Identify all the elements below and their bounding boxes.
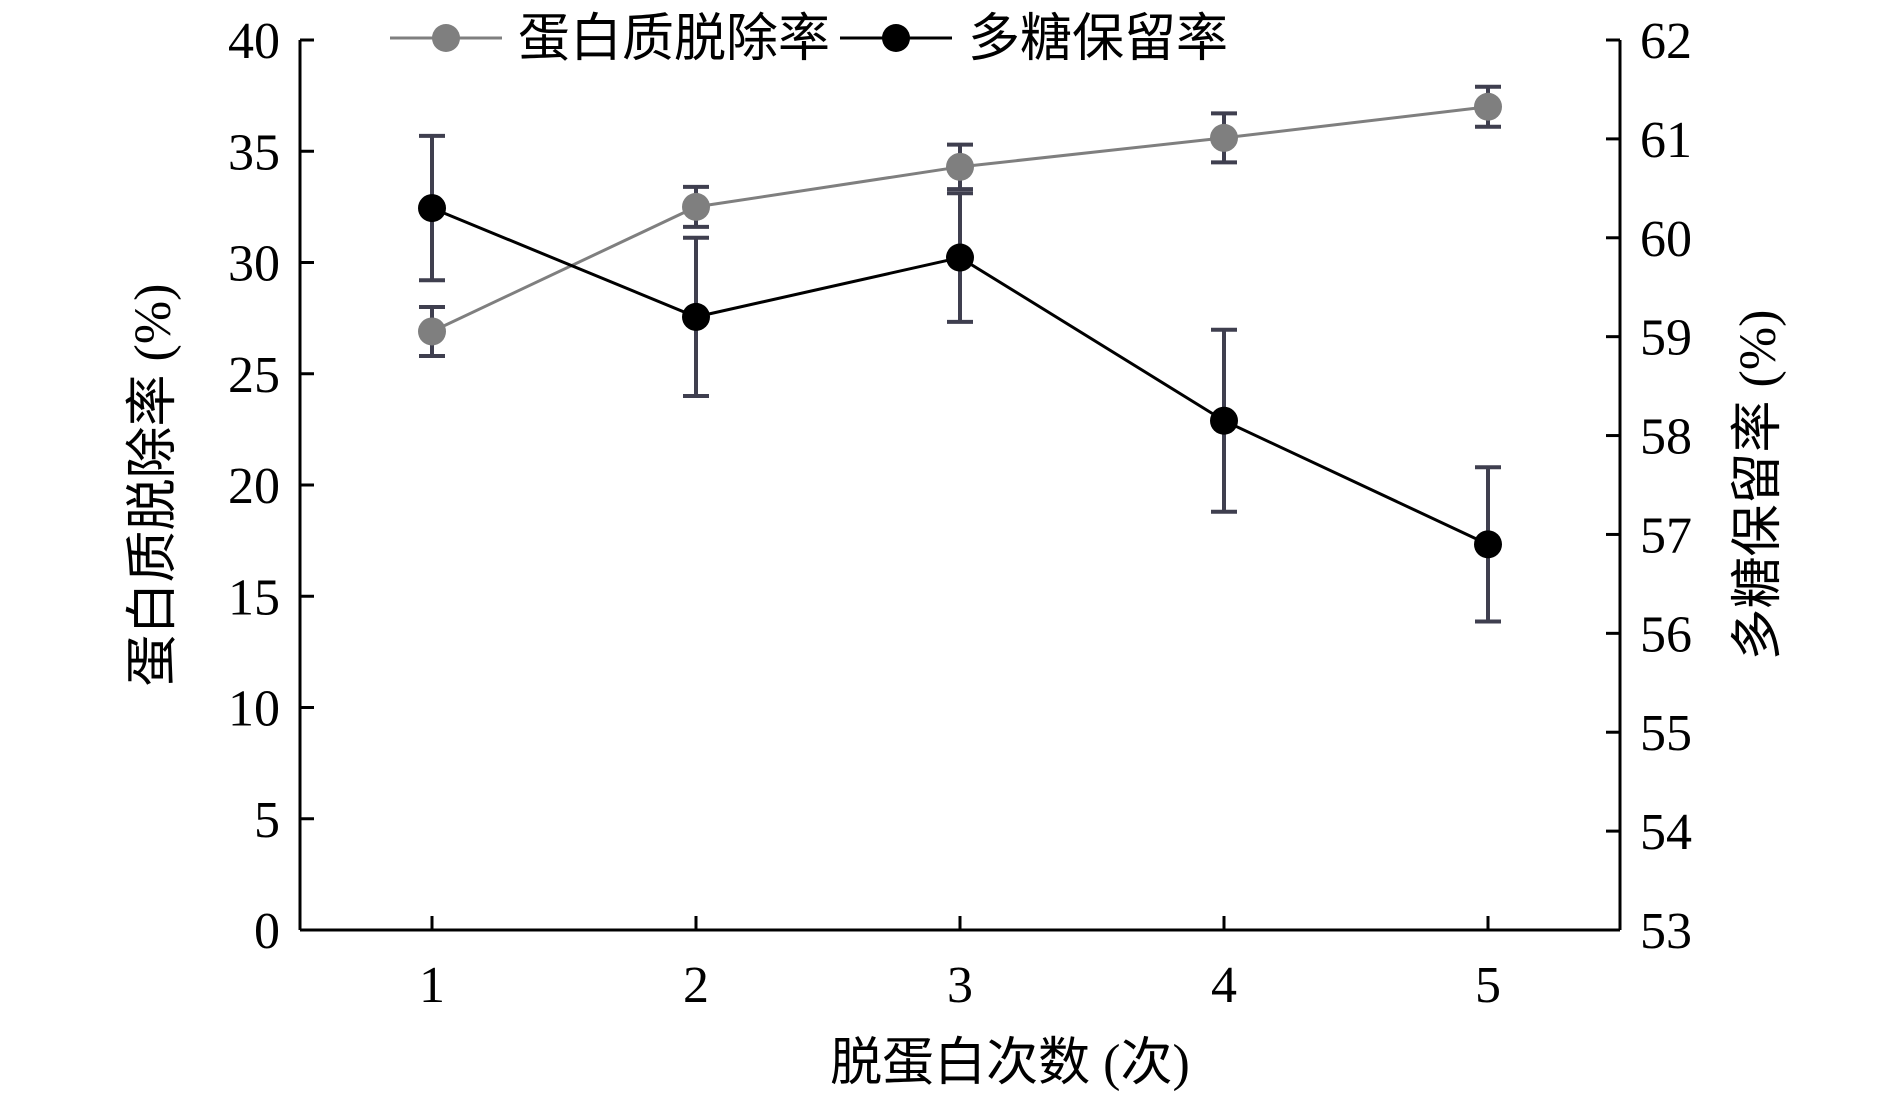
x-axis-title: 脱蛋白次数 (次) (830, 1035, 1190, 1092)
data-point (418, 317, 446, 346)
y-right-tick-label: 54 (1640, 804, 1692, 861)
legend-marker (432, 24, 460, 52)
legend-entry-2: 多糖保留率 (840, 11, 1228, 68)
x-tick-label: 1 (419, 957, 445, 1014)
x-tick-label: 3 (947, 957, 973, 1014)
y-right-tick-label: 59 (1640, 310, 1692, 367)
data-point (682, 192, 710, 221)
data-point (1210, 123, 1238, 152)
y-left-tick-label: 20 (228, 458, 280, 515)
y-right-tick-label: 58 (1640, 409, 1692, 466)
legend: 蛋白质脱除率 多糖保留率 (390, 11, 1228, 68)
data-point (1474, 530, 1502, 559)
ticks: 1 2 3 4 5 0 5 10 15 20 25 30 35 40 53 54 55 56 57 58 59 60 61 6… (228, 13, 1692, 1014)
series-2 (418, 133, 1502, 624)
legend-label: 多糖保留率 (968, 11, 1228, 68)
y-left-tick-label: 0 (254, 903, 280, 960)
data-point (1210, 406, 1238, 435)
data-point (682, 302, 710, 331)
data-point (946, 243, 974, 272)
y-left-tick-label: 30 (228, 236, 280, 293)
data-point (1474, 92, 1502, 121)
y-right-tick-label: 55 (1640, 705, 1692, 762)
y-right-tick-label: 61 (1640, 112, 1692, 169)
series-layer (418, 84, 1502, 624)
y-left-tick-label: 10 (228, 681, 280, 738)
x-tick-label: 5 (1475, 957, 1501, 1014)
data-point (418, 194, 446, 223)
y-left-tick-label: 35 (228, 124, 280, 181)
y-left-tick-label: 15 (228, 569, 280, 626)
y-right-tick-label: 57 (1640, 507, 1692, 564)
y-left-axis-title: 蛋白质脱除率 (%) (125, 284, 182, 687)
x-tick-label: 2 (683, 957, 709, 1014)
legend-marker (882, 24, 910, 52)
y-left-tick-label: 25 (228, 347, 280, 404)
y-right-tick-label: 60 (1640, 211, 1692, 268)
y-left-tick-label: 40 (228, 13, 280, 70)
y-right-axis-title: 多糖保留率 (%) (1730, 310, 1787, 661)
y-right-tick-label: 56 (1640, 606, 1692, 663)
y-left-tick-label: 5 (254, 792, 280, 849)
y-right-tick-label: 62 (1640, 13, 1692, 70)
data-point (946, 152, 974, 181)
x-tick-label: 4 (1211, 957, 1237, 1014)
series-1 (418, 84, 1502, 358)
legend-label: 蛋白质脱除率 (518, 11, 830, 68)
legend-entry-1: 蛋白质脱除率 (390, 11, 830, 68)
y-right-tick-label: 53 (1640, 903, 1692, 960)
